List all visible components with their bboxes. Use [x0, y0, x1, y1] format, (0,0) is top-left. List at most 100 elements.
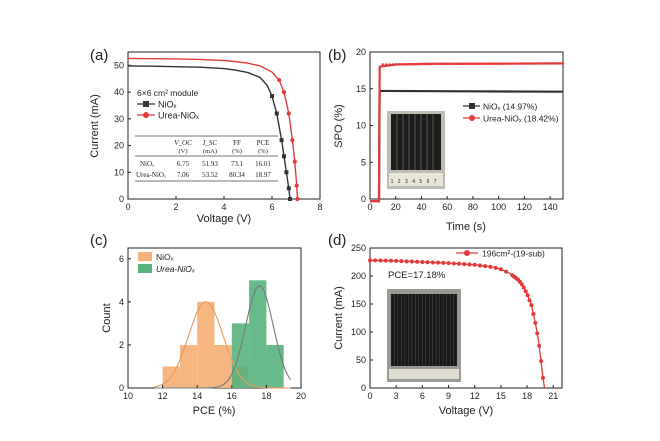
data-point [521, 285, 526, 290]
data-point [409, 259, 414, 264]
data-point [539, 62, 542, 65]
x-tick-label: 3 [394, 391, 399, 401]
ruler-number: 3 [405, 179, 408, 185]
x-tick-label: 60 [442, 202, 452, 212]
data-point [429, 62, 433, 66]
table-header-ff: FF [233, 139, 241, 147]
panel-a-x-label: Voltage (V) [197, 213, 251, 225]
x-tick-label: 12 [158, 391, 168, 401]
data-point [536, 62, 539, 65]
data-point [378, 258, 383, 263]
table-row1-ff: 73.1 [231, 160, 244, 168]
data-point [474, 62, 478, 65]
data-point [288, 197, 292, 201]
x-tick-label: 9 [446, 391, 451, 401]
x-tick-label: 16 [227, 391, 237, 401]
gaussian-fit-niox [153, 301, 291, 389]
table-header-ff-unit: (%) [232, 148, 242, 155]
data-point [493, 265, 498, 270]
panel-a-legend: 6×6 cm² module NiOₓ Urea-NiOₓ [137, 88, 199, 121]
data-point [462, 262, 467, 267]
data-point [295, 196, 300, 202]
x-tick-label: 12 [470, 391, 480, 401]
x-tick-label: 8 [317, 202, 322, 212]
table-row1-voc: 6.75 [177, 160, 190, 168]
ruler-number: 1 [391, 179, 394, 185]
histogram-bar-niox [197, 301, 215, 388]
data-point [497, 62, 500, 65]
panel-a-y-label: Current (mA) [89, 94, 101, 158]
data-point [455, 62, 459, 66]
ruler-number: 7 [434, 179, 437, 185]
data-point [555, 62, 558, 65]
x-tick-label: 100 [491, 202, 506, 212]
photo-d-subcell-lines [394, 294, 454, 366]
data-point [433, 62, 436, 66]
panel-d-letter: (d) [328, 232, 346, 249]
x-tick-label: 140 [543, 202, 558, 212]
data-point [516, 62, 520, 65]
table-row2-isc: 53.52 [202, 171, 218, 179]
data-point [558, 62, 561, 65]
legend-label-urea-b: Urea-NiOₓ (18.42%) [483, 114, 559, 124]
data-point [279, 138, 284, 143]
data-point [436, 260, 441, 265]
data-point [537, 343, 542, 348]
y-tick-label: 6 [119, 254, 124, 264]
data-point [413, 63, 417, 66]
data-point [529, 62, 533, 65]
data-point [519, 282, 524, 287]
panel-d-x-label: Voltage (V) [439, 405, 493, 417]
data-point [513, 62, 516, 65]
x-tick-label: 6 [269, 202, 274, 212]
y-tick-label: 20 [114, 141, 124, 151]
table-row2-pce: 18.97 [255, 171, 271, 179]
data-point [417, 62, 420, 66]
panel-c-bars [162, 280, 284, 388]
data-point [394, 63, 397, 66]
panel-d-pce-annotation: PCE=17.18% [388, 270, 446, 281]
data-point [548, 62, 552, 65]
panel-b-y-label: SPO (%) [333, 104, 345, 147]
panel-c-y-ticks: 0 2 4 6 [119, 254, 131, 393]
y-tick-label: 4 [119, 297, 124, 307]
legend-swatch-urea-c [138, 264, 152, 273]
panel-d-module-photo [387, 289, 461, 382]
data-point [540, 375, 545, 380]
histogram-bar-niox [179, 344, 198, 388]
table-header-isc: I_SC [202, 139, 217, 147]
data-point [290, 138, 295, 143]
data-point [478, 62, 481, 65]
data-point [415, 259, 420, 264]
table-header-voc: V_OC [174, 139, 192, 147]
y-tick-label: 10 [356, 121, 366, 131]
data-point [407, 63, 410, 66]
data-point [539, 359, 544, 364]
table-row1-isc: 51.93 [202, 160, 218, 168]
table-row2-ff: 80.34 [229, 171, 245, 179]
data-point [286, 186, 291, 191]
data-point [487, 62, 491, 65]
data-point [284, 170, 289, 175]
table-row1-pce: 16.01 [255, 160, 271, 168]
legend-label-niox-c: NiOₓ [156, 252, 174, 262]
panel-b-letter: (b) [328, 47, 346, 64]
panel-c-x-label: PCE (%) [193, 405, 236, 417]
photo-d-ruler [389, 369, 459, 379]
panel-b-x-ticks: 0 20 40 60 80 100 120 140 [367, 196, 558, 212]
panel-a-series [127, 57, 300, 202]
data-point [483, 264, 488, 269]
x-tick-label: 40 [416, 202, 426, 212]
panel-c-pce-histogram: (c) 10 12 14 16 18 20 0 2 4 6 PCE (%) Count NiOₓ… [90, 232, 306, 417]
data-point [384, 63, 388, 66]
histogram-bar-urea [231, 323, 250, 388]
y-tick-label: 30 [114, 114, 124, 124]
data-point [452, 62, 455, 66]
table-row2-label: Urea-NiOₓ [136, 171, 167, 179]
y-tick-label: 15 [356, 84, 366, 94]
data-point [500, 62, 504, 65]
data-point [471, 62, 475, 65]
